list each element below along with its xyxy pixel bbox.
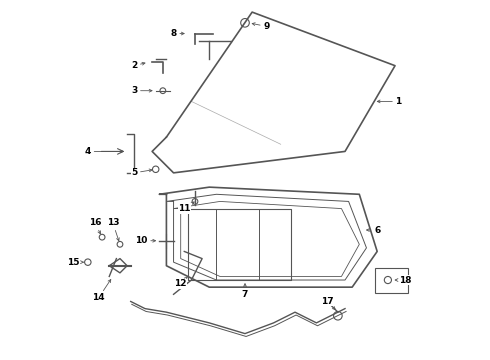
Text: 4: 4 bbox=[85, 147, 123, 156]
Text: 14: 14 bbox=[92, 279, 111, 302]
Text: 7: 7 bbox=[242, 284, 248, 299]
Text: 13: 13 bbox=[107, 219, 119, 241]
Text: 8: 8 bbox=[171, 29, 184, 38]
FancyBboxPatch shape bbox=[375, 267, 408, 293]
Text: 12: 12 bbox=[174, 276, 188, 288]
Text: 11: 11 bbox=[178, 202, 194, 213]
Text: 16: 16 bbox=[89, 219, 101, 234]
Text: 5: 5 bbox=[131, 168, 152, 177]
Text: 6: 6 bbox=[367, 225, 380, 234]
Text: 10: 10 bbox=[135, 236, 155, 245]
Text: 2: 2 bbox=[131, 61, 145, 70]
Text: 17: 17 bbox=[321, 297, 335, 310]
Text: 18: 18 bbox=[395, 275, 412, 284]
Text: 9: 9 bbox=[252, 22, 270, 31]
Text: 15: 15 bbox=[67, 258, 83, 267]
Text: 3: 3 bbox=[131, 86, 152, 95]
Text: 1: 1 bbox=[377, 97, 402, 106]
